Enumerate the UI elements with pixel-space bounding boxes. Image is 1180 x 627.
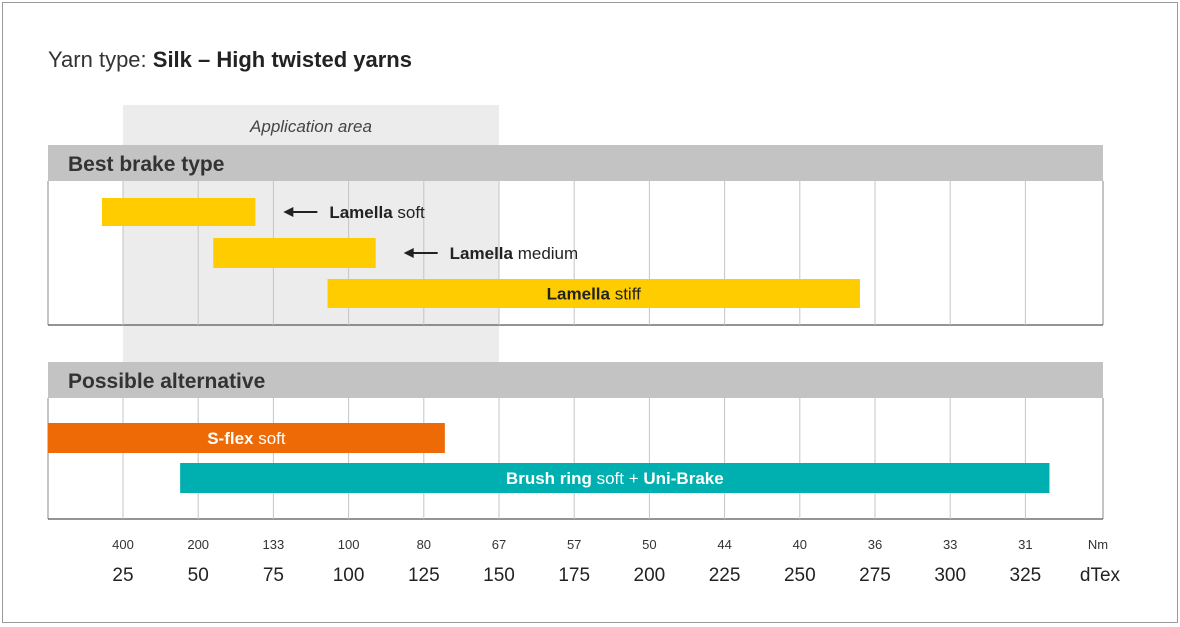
chart-title: Yarn type: Silk – High twisted yarns	[48, 47, 412, 72]
dtex-tick-label: 300	[934, 565, 966, 586]
bar-label-bold: Brush ring	[506, 469, 592, 488]
bar-label-2-2: Brush ring soft + Uni-Brake	[506, 469, 724, 488]
arrow-head-icon-1-1	[283, 207, 294, 217]
dtex-tick-label: 175	[558, 565, 590, 586]
nm-tick-label: 200	[187, 537, 209, 552]
nm-tick-label: 50	[642, 537, 656, 552]
axis-layer: 400 25 200 50 133 75 100 100 80 125 67 150 57 175 50 20…	[112, 537, 1120, 586]
section-header-bar-2	[48, 362, 1103, 398]
dtex-tick-label: 275	[859, 565, 891, 586]
bar-label-1-3: Lamella stiff	[547, 285, 641, 304]
bar-label-rest: soft +	[592, 469, 644, 488]
bar-label-bold: Lamella	[450, 244, 514, 263]
section-headers-layer: Best brake type Possible alternative	[48, 145, 1103, 398]
dtex-tick-label: 325	[1010, 565, 1042, 586]
bar-label-rest: soft	[393, 203, 425, 222]
nm-tick-label: 133	[263, 537, 285, 552]
bar-label-2-1: S-flex soft	[207, 429, 286, 448]
bar-2-2	[180, 463, 1050, 493]
dtex-tick-label: 75	[263, 565, 284, 586]
nm-tick-label: 36	[868, 537, 882, 552]
nm-tick-label: 44	[717, 537, 731, 552]
nm-tick-label: 40	[793, 537, 807, 552]
section-heading-2: Possible alternative	[68, 370, 265, 393]
bar-label-bold: Lamella	[547, 285, 611, 304]
nm-tick-label: 31	[1018, 537, 1032, 552]
dtex-unit-label: dTex	[1080, 565, 1121, 586]
bar-label-rest: stiff	[610, 285, 641, 304]
nm-tick-label: 33	[943, 537, 957, 552]
bar-2-1	[48, 423, 445, 453]
application-area-label: Application area	[249, 117, 372, 136]
dtex-tick-label: 100	[333, 565, 365, 586]
bar-label-bold: S-flex	[207, 429, 254, 448]
section-heading-1: Best brake type	[68, 153, 224, 176]
section-header-bar-1	[48, 145, 1103, 181]
brake-chart: Yarn type: Silk – High twisted yarns App…	[47, 47, 1121, 586]
bar-1-2	[213, 238, 376, 268]
bar-label-rest: medium	[513, 244, 578, 263]
nm-tick-label: 100	[338, 537, 360, 552]
dtex-tick-label: 50	[188, 565, 209, 586]
nm-unit-label: Nm	[1088, 537, 1108, 552]
bar-label-bold: Lamella	[329, 203, 393, 222]
bar-label-bold-2: Uni-Brake	[643, 469, 723, 488]
dtex-tick-label: 225	[709, 565, 741, 586]
dtex-tick-label: 125	[408, 565, 440, 586]
dtex-tick-label: 200	[634, 565, 666, 586]
nm-tick-label: 67	[492, 537, 506, 552]
nm-tick-label: 400	[112, 537, 134, 552]
bar-label-1-2: Lamella medium	[450, 244, 579, 263]
dtex-tick-label: 250	[784, 565, 816, 586]
bar-1-1	[101, 198, 256, 226]
dtex-tick-label: 25	[112, 565, 133, 586]
bar-label-1-1: Lamella soft	[329, 203, 425, 222]
arrow-head-icon-1-2	[403, 248, 414, 258]
nm-tick-label: 80	[417, 537, 431, 552]
dtex-tick-label: 150	[483, 565, 515, 586]
bar-1-3	[327, 279, 860, 308]
nm-tick-label: 57	[567, 537, 581, 552]
bar-label-rest: soft	[254, 429, 286, 448]
